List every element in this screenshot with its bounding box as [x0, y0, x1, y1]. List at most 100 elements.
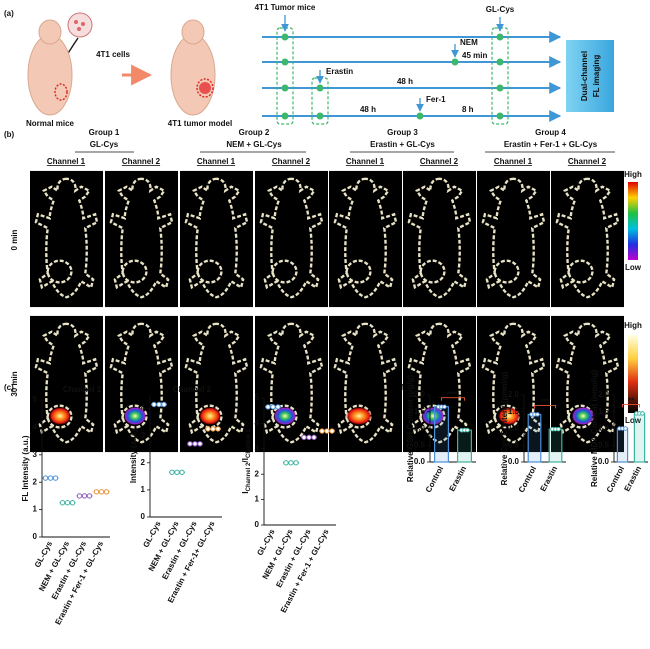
y-tick-label: 1.0	[598, 424, 610, 433]
signal-spot	[124, 407, 146, 425]
y-axis-label-part: Channel 2	[246, 462, 252, 491]
y-tick-label: 0.0	[508, 457, 520, 466]
timeline-label: NEM	[460, 38, 478, 47]
mouse-image	[180, 170, 253, 308]
bar	[457, 429, 473, 463]
mouse-image	[30, 315, 103, 453]
channel-label: Channel 2	[272, 157, 311, 166]
y-tick-label: 1.0	[414, 424, 426, 433]
bar	[527, 413, 542, 463]
dot	[76, 493, 83, 499]
dot	[283, 460, 289, 466]
dot	[210, 426, 216, 432]
signal-spot	[572, 407, 594, 425]
dot	[311, 434, 317, 441]
y-tick-label: 1	[255, 495, 260, 504]
y-tick-label: 1.5	[598, 407, 610, 416]
significance: **	[628, 397, 635, 406]
group-name: Group 2	[239, 128, 270, 137]
dot	[319, 428, 325, 434]
chart-title: Channel 1	[63, 385, 102, 394]
dot	[103, 489, 110, 495]
dot	[161, 401, 167, 408]
y-tick-label: 5	[255, 393, 260, 402]
mouse-image	[180, 315, 253, 453]
significance: ***	[540, 398, 550, 407]
group-treatment: NEM + GL-Cys	[226, 140, 282, 149]
group-treatment: Erastin + Fer-1 + GL-Cys	[504, 140, 598, 149]
signal-spot	[346, 407, 372, 425]
mouse-image	[403, 170, 476, 308]
group-name: Group 3	[387, 128, 418, 137]
dot	[535, 412, 540, 417]
panel-label: (b)	[4, 130, 15, 139]
y-tick-label: 2.0	[598, 390, 610, 399]
mouse-image	[30, 170, 103, 308]
dot	[192, 441, 198, 447]
y-axis-label-part: I	[240, 491, 250, 493]
group-treatment: Erastin + GL-Cys	[370, 140, 435, 149]
timeline-label: GL-Cys	[486, 5, 515, 14]
y-tick-label: 3	[33, 450, 38, 459]
timeline-label: 48 h	[397, 77, 413, 86]
y-tick-label: 4	[255, 419, 260, 428]
dot	[270, 404, 276, 410]
dot	[288, 460, 294, 466]
panel-label: (f)	[398, 383, 406, 392]
channel-label: Channel 1	[346, 157, 385, 166]
dot	[151, 401, 157, 408]
y-tick-label: 0.5	[414, 440, 426, 449]
significance: ****	[447, 390, 460, 399]
dot	[442, 404, 447, 409]
y-tick-label: 2	[33, 477, 38, 486]
dot	[215, 426, 221, 432]
dot	[169, 469, 175, 475]
timeline-label: Erastin	[326, 67, 353, 76]
dot	[306, 434, 312, 441]
dot	[52, 475, 59, 481]
y-axis-label: FL Intensity (a.u.)	[21, 435, 30, 501]
y-tick-label: 0.0	[414, 457, 426, 466]
y-tick-label: 0	[255, 520, 260, 529]
dot	[197, 441, 203, 447]
y-tick-label: 0.0	[598, 457, 610, 466]
mouse-image	[105, 170, 178, 308]
timeline-label: 8 h	[462, 105, 474, 114]
y-tick-label: 1.5	[414, 407, 426, 416]
y-tick-label: 0	[33, 532, 38, 541]
dot	[81, 493, 88, 499]
y-tick-label: 1	[33, 505, 38, 514]
x-tick-label: Control	[517, 465, 538, 494]
y-tick-label: 0.5	[508, 440, 520, 449]
y-axis-label: Relative GSH Content (μg/g)	[406, 375, 415, 482]
bar	[434, 406, 450, 463]
channel-label: Channel 1	[47, 157, 86, 166]
mouse-image	[255, 170, 328, 308]
dot	[329, 428, 335, 434]
dot	[98, 489, 105, 495]
scheme-label: 4T1 cells	[96, 50, 130, 59]
significance-bracket	[441, 397, 465, 401]
y-tick-label: 3	[255, 444, 260, 453]
channel-label: Channel 1	[494, 157, 533, 166]
y-axis-label: IChannel 2/IChannel 1	[240, 429, 251, 494]
group-treatment: GL-Cys	[90, 140, 119, 149]
x-tick-label: Control	[424, 465, 445, 494]
dot	[623, 426, 628, 431]
colorbar	[628, 182, 638, 260]
dot	[174, 469, 180, 475]
scale-label: High	[624, 170, 642, 179]
imaging-box-label: FL imaging	[592, 55, 601, 98]
dot	[556, 426, 561, 432]
mouse-image	[477, 170, 550, 308]
dot	[275, 404, 281, 410]
mouse-image	[329, 315, 402, 453]
signal-spot	[498, 407, 520, 425]
dot	[265, 404, 271, 410]
dot	[640, 411, 645, 416]
colorbar	[628, 335, 638, 413]
y-tick-label: 1.5	[508, 407, 520, 416]
scheme-label: Normal mice	[26, 119, 75, 128]
dot	[179, 469, 185, 475]
